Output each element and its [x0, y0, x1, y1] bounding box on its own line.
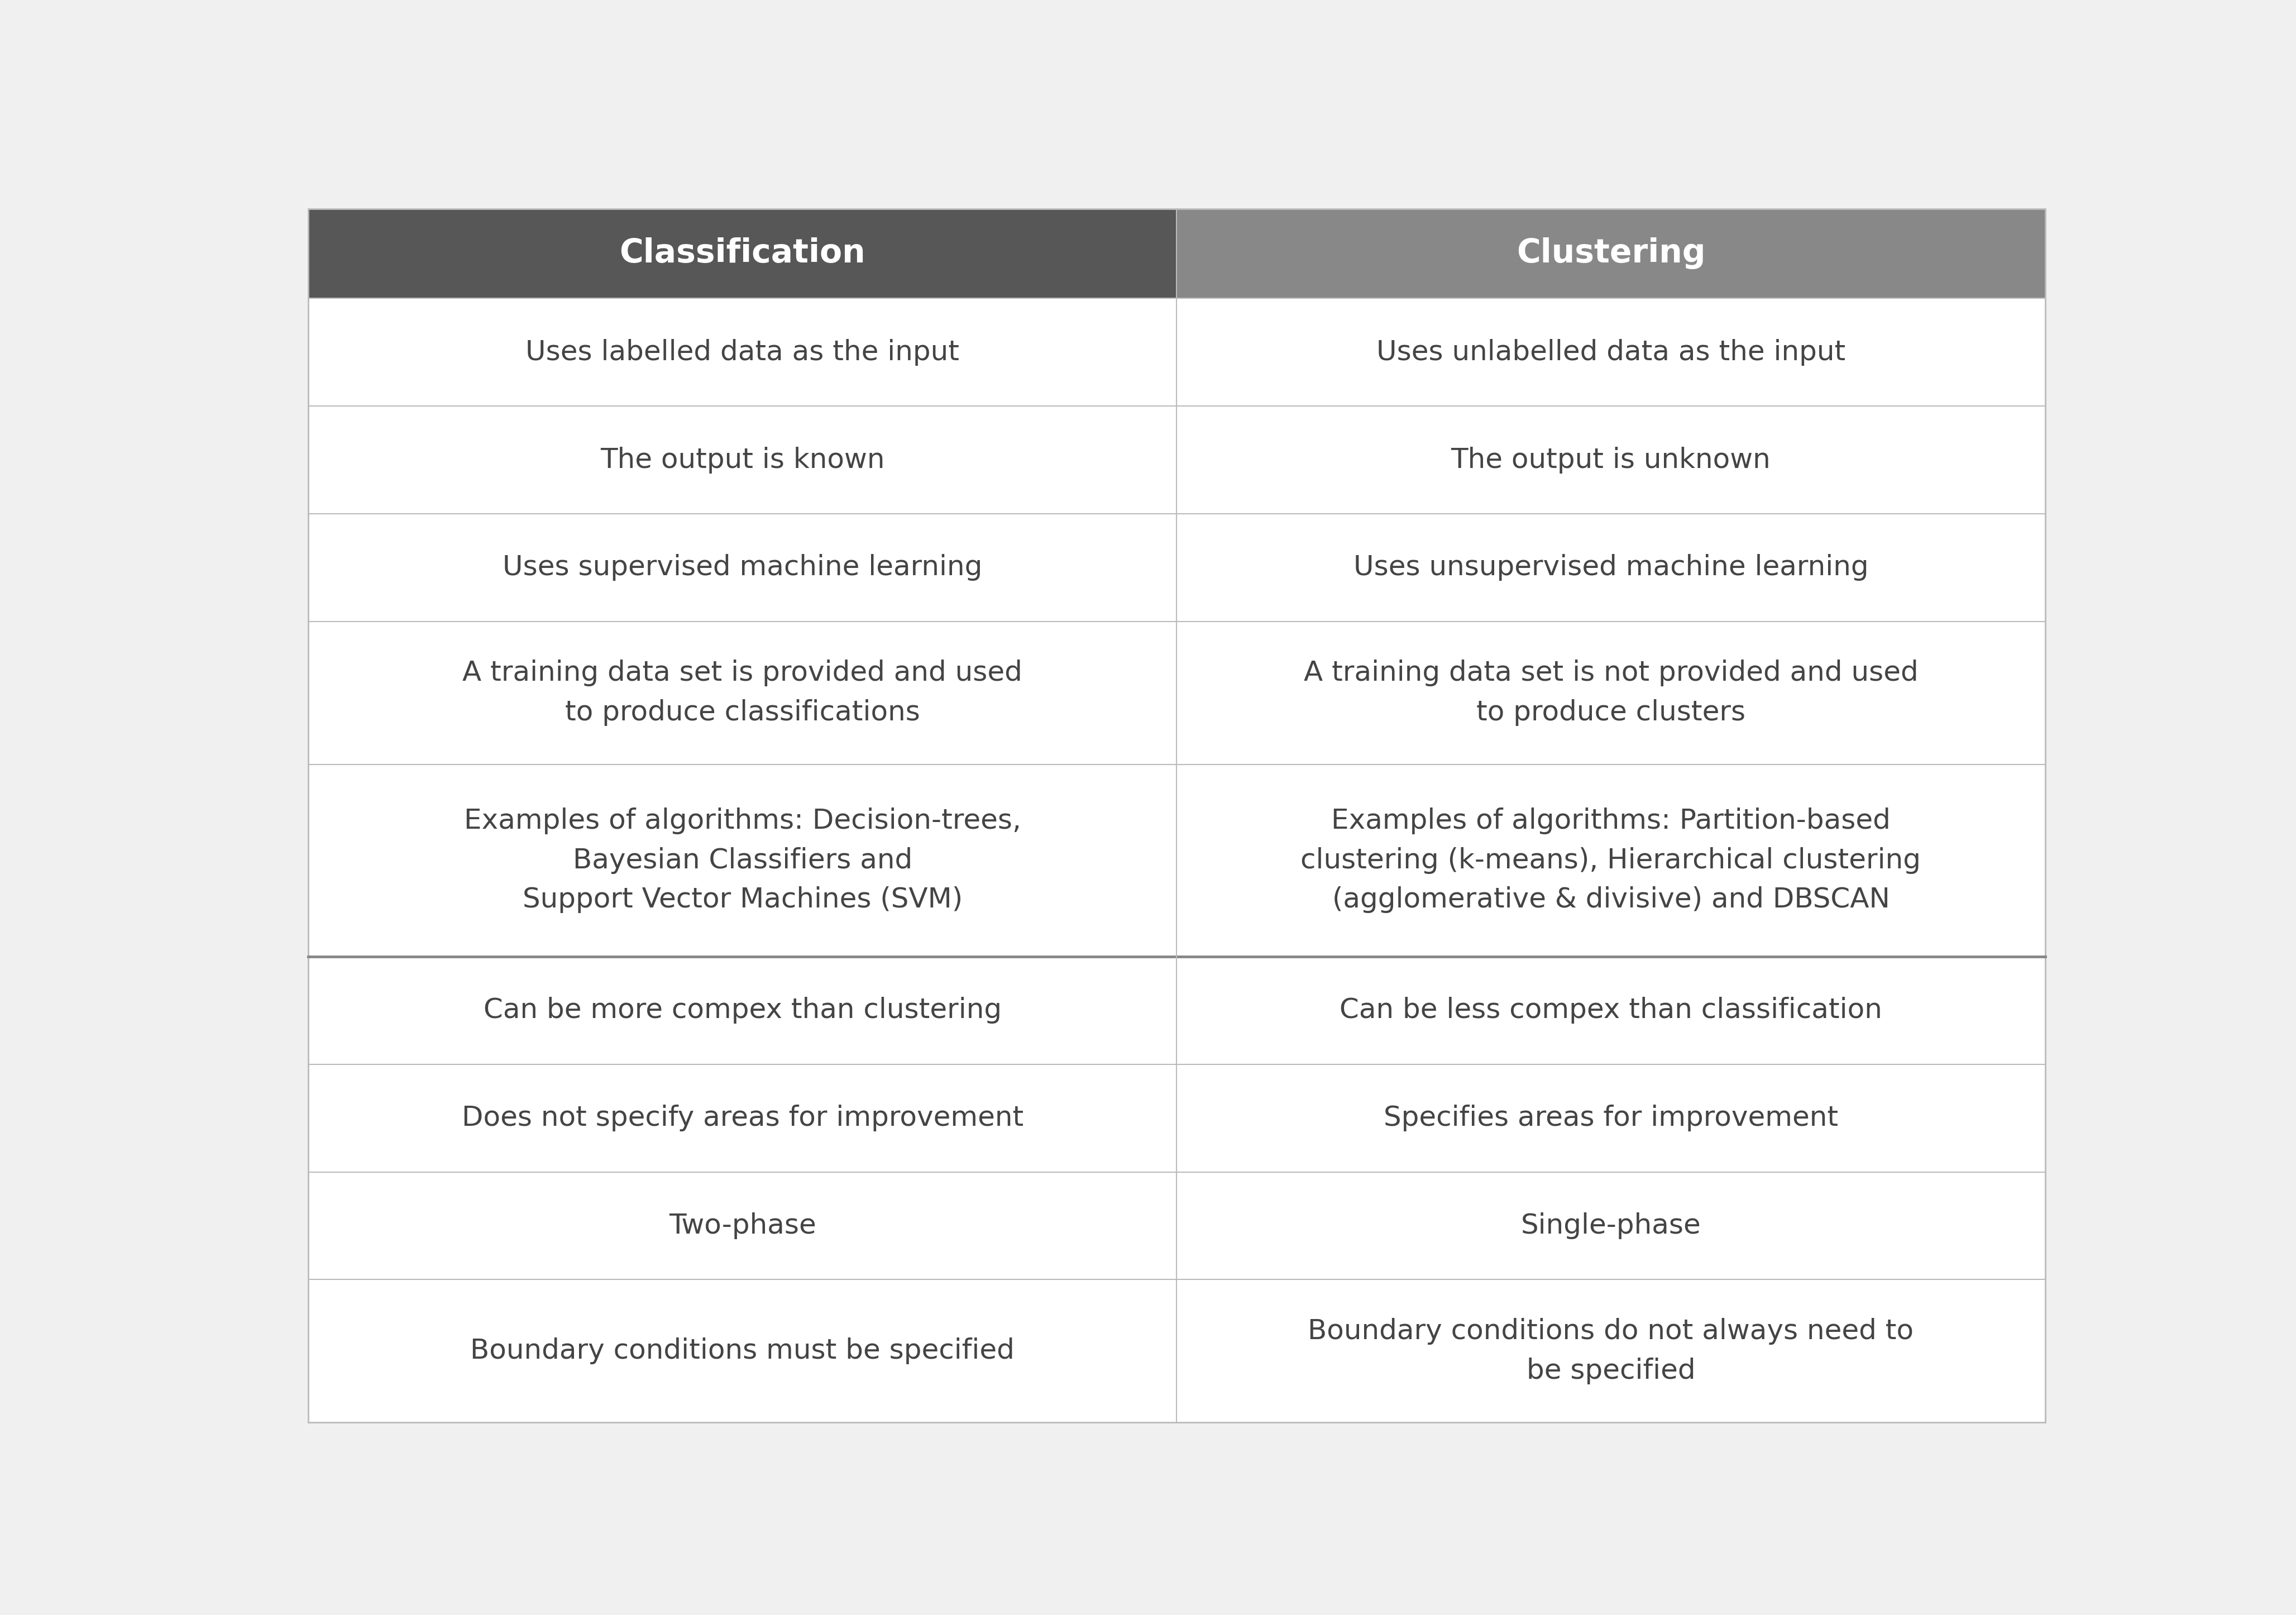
Bar	[1178, 1172, 2046, 1279]
Text: Uses unlabelled data as the input: Uses unlabelled data as the input	[1375, 339, 1846, 365]
Bar	[308, 764, 1178, 956]
Bar	[308, 1279, 1178, 1423]
Bar	[308, 1064, 1178, 1172]
Bar	[1178, 622, 2046, 764]
Text: Does not specify areas for improvement: Does not specify areas for improvement	[461, 1105, 1024, 1132]
Text: Examples of algorithms: Decision-trees,
Bayesian Classifiers and
Support Vector : Examples of algorithms: Decision-trees, …	[464, 808, 1022, 914]
Text: Single-phase: Single-phase	[1520, 1213, 1701, 1239]
Text: Uses labelled data as the input: Uses labelled data as the input	[526, 339, 960, 365]
Text: A training data set is not provided and used
to produce clusters: A training data set is not provided and …	[1304, 659, 1917, 727]
Text: Examples of algorithms: Partition-based
clustering (k-means), Hierarchical clust: Examples of algorithms: Partition-based …	[1302, 808, 1922, 914]
Text: Clustering: Clustering	[1515, 237, 1706, 270]
Text: Classification: Classification	[620, 237, 866, 270]
Text: A training data set is provided and used
to produce classifications: A training data set is provided and used…	[461, 659, 1022, 727]
Bar	[1178, 514, 2046, 622]
Bar	[1178, 1279, 2046, 1423]
Text: Uses unsupervised machine learning: Uses unsupervised machine learning	[1352, 554, 1869, 581]
Text: Boundary conditions must be specified: Boundary conditions must be specified	[471, 1337, 1015, 1365]
Text: Specifies areas for improvement: Specifies areas for improvement	[1384, 1105, 1839, 1132]
Bar	[1178, 208, 2046, 299]
Bar	[308, 208, 1178, 299]
Bar	[308, 299, 1178, 405]
Bar	[308, 622, 1178, 764]
Bar	[1178, 1064, 2046, 1172]
Text: The output is known: The output is known	[599, 446, 884, 473]
Bar	[1178, 764, 2046, 956]
Bar	[1178, 405, 2046, 514]
Bar	[308, 514, 1178, 622]
Bar	[308, 405, 1178, 514]
Text: Can be more compex than clustering: Can be more compex than clustering	[484, 996, 1001, 1024]
Text: Boundary conditions do not always need to
be specified: Boundary conditions do not always need t…	[1309, 1318, 1915, 1384]
Text: The output is unknown: The output is unknown	[1451, 446, 1770, 473]
Bar	[1178, 299, 2046, 405]
Text: Uses supervised machine learning: Uses supervised machine learning	[503, 554, 983, 581]
Bar	[308, 1172, 1178, 1279]
Bar	[1178, 956, 2046, 1064]
Text: Two-phase: Two-phase	[668, 1213, 815, 1239]
Bar	[308, 956, 1178, 1064]
Text: Can be less compex than classification: Can be less compex than classification	[1339, 996, 1883, 1024]
